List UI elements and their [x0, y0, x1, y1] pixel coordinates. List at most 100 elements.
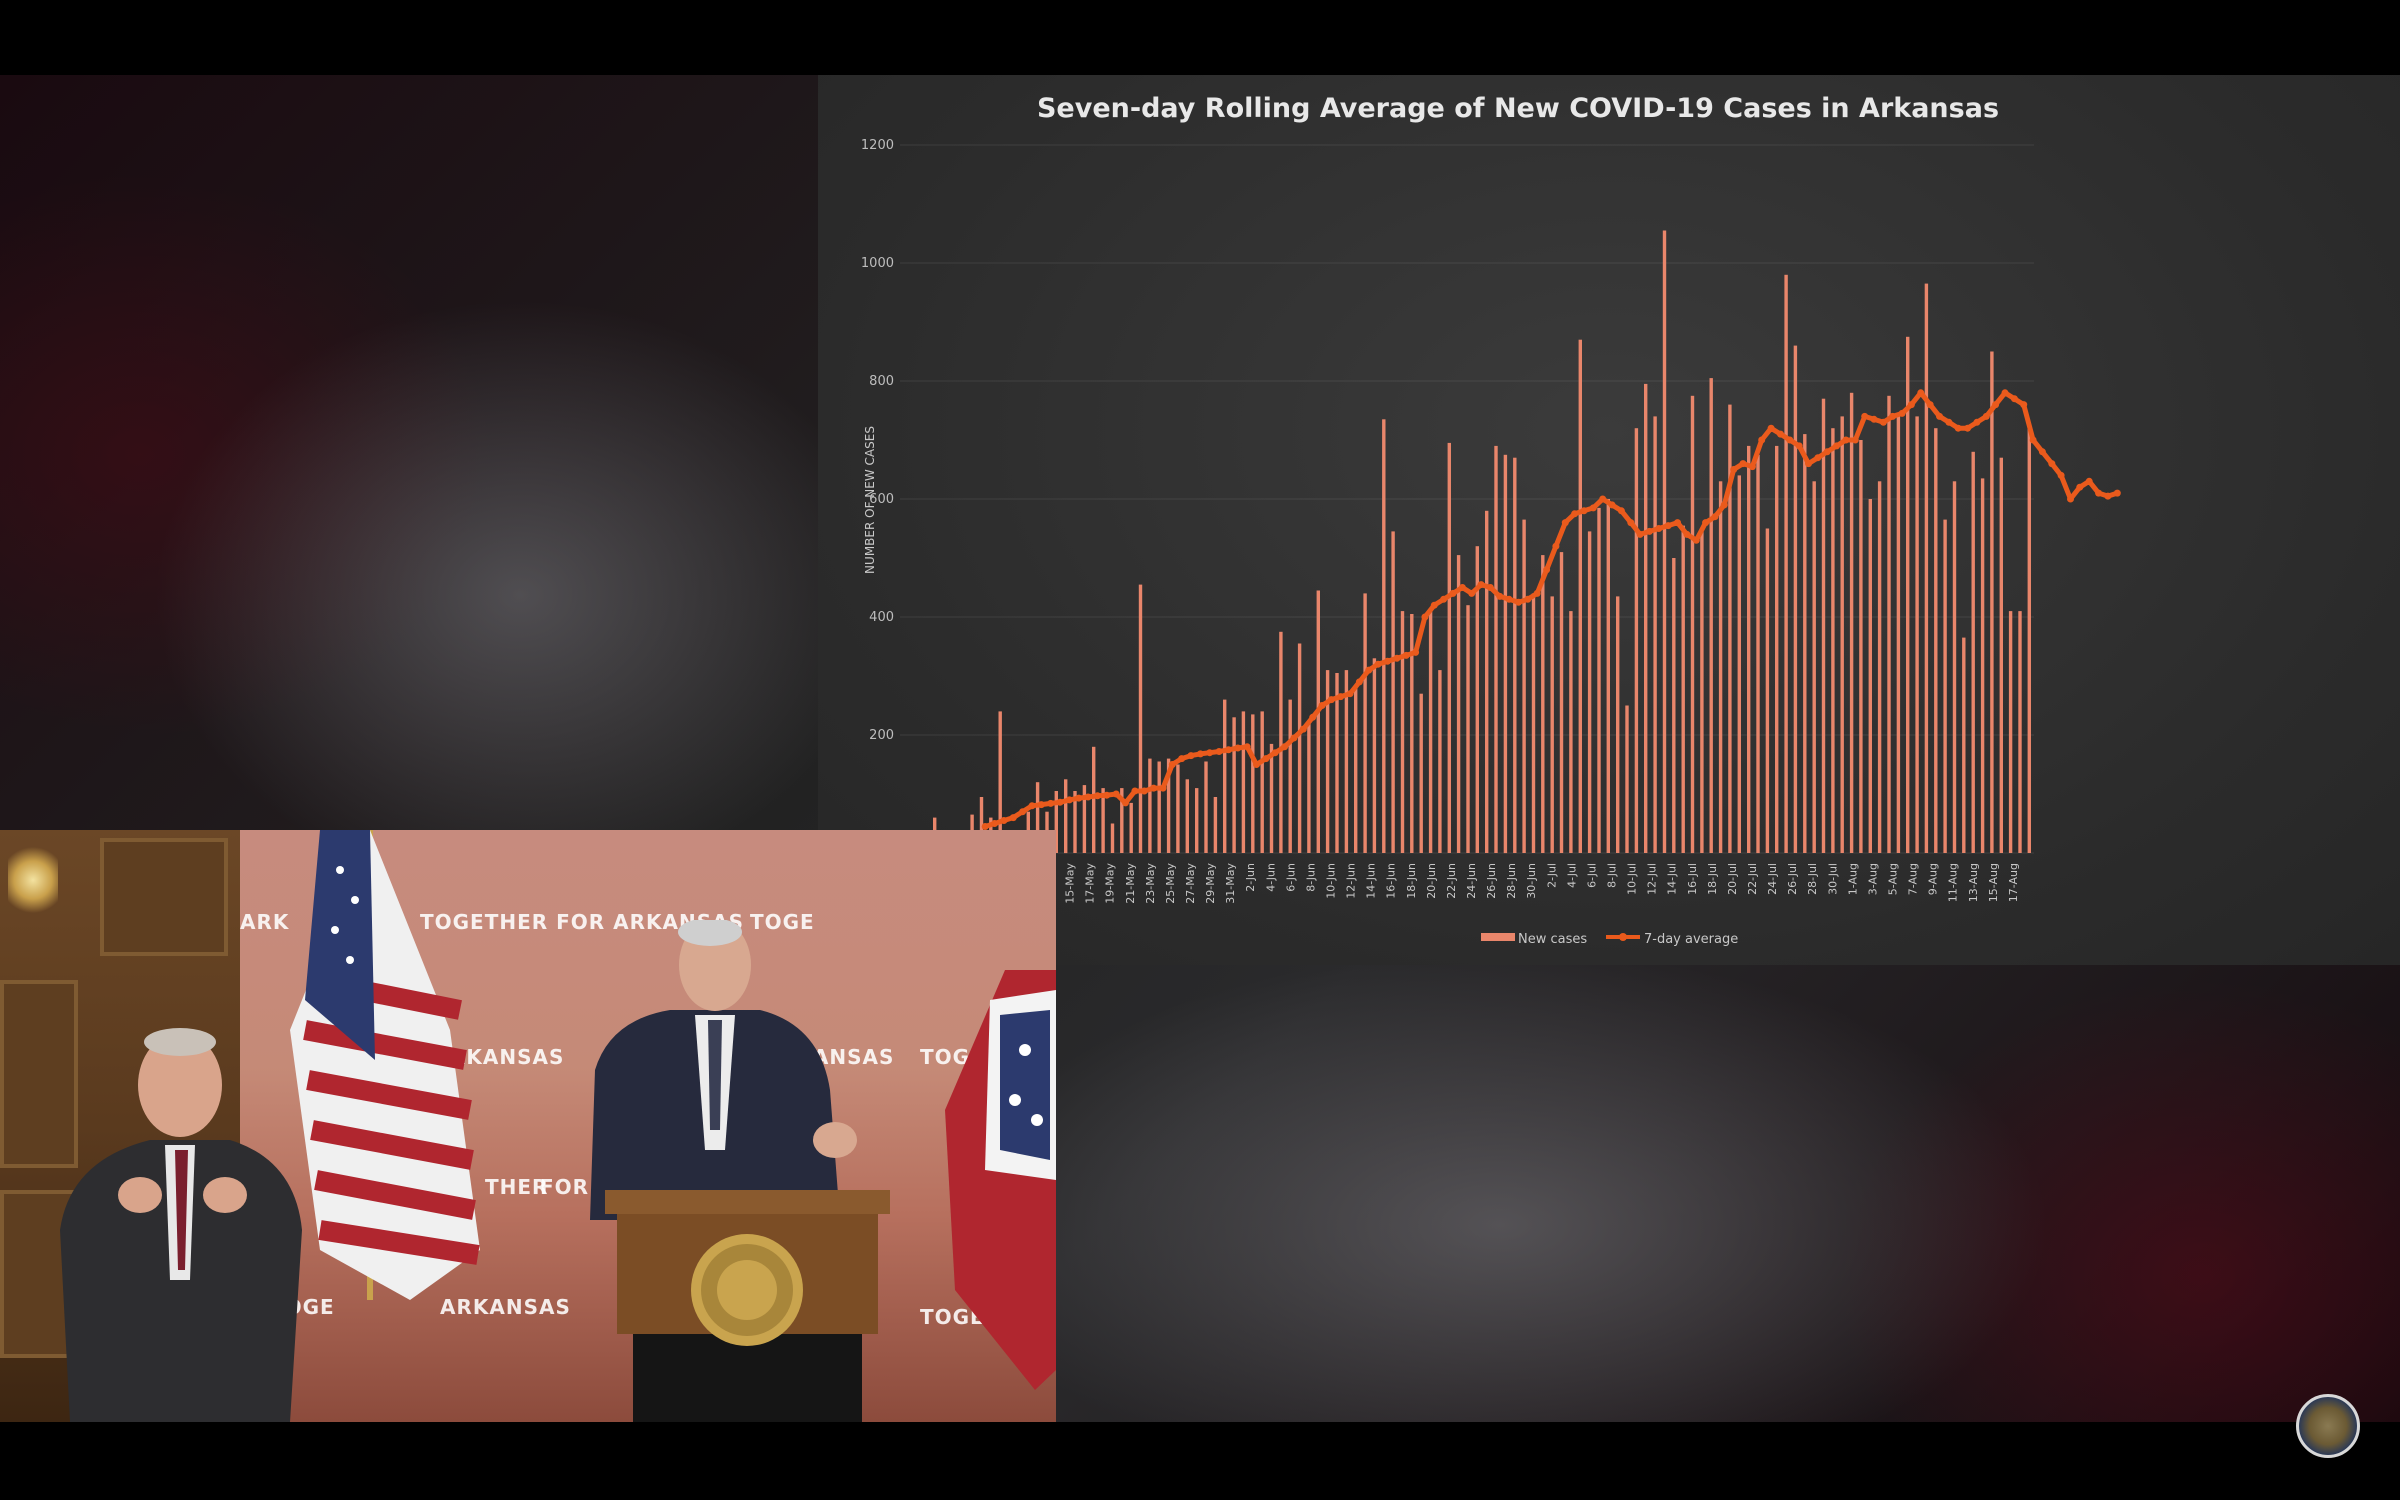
bar-new-cases	[1410, 614, 1414, 853]
wall-panel	[100, 838, 228, 956]
point-7-day-average	[1889, 412, 1897, 420]
point-7-day-average	[1879, 418, 1887, 426]
point-7-day-average	[1982, 412, 1990, 420]
point-7-day-average	[1543, 566, 1551, 574]
point-7-day-average	[1823, 448, 1831, 456]
y-tick-label: 1000	[861, 256, 894, 271]
bar-new-cases	[1269, 743, 1274, 853]
legend-swatch-new-cases	[1481, 933, 1515, 941]
point-7-day-average	[1561, 519, 1569, 527]
point-7-day-average	[1206, 749, 1214, 757]
letterbox-top	[0, 0, 2400, 75]
bar-new-cases	[1335, 673, 1339, 853]
point-7-day-average	[1936, 412, 1943, 420]
x-tick-label: 13-Aug	[1967, 863, 1980, 902]
x-tick-label: 14-Jun	[1365, 863, 1378, 899]
wall-panel	[0, 980, 78, 1168]
x-tick-label: 17-May	[1084, 863, 1097, 904]
x-tick-label: 10-Jul	[1626, 863, 1639, 895]
point-7-day-average	[2067, 495, 2074, 503]
chandelier	[8, 840, 58, 920]
point-7-day-average	[1496, 592, 1504, 600]
point-7-day-average	[1337, 693, 1345, 701]
bar-new-cases	[1681, 525, 1685, 853]
point-7-day-average	[1524, 595, 1532, 603]
x-tick-label: 2-Jul	[1545, 863, 1558, 888]
bar-new-cases	[1662, 230, 1667, 853]
x-tick-label: 26-Jun	[1485, 863, 1498, 899]
point-7-day-average	[1468, 589, 1476, 597]
bar-new-cases	[1887, 395, 1891, 854]
bar-new-cases	[1924, 283, 1929, 854]
point-7-day-average	[1833, 442, 1841, 450]
bar-new-cases	[1952, 481, 1957, 853]
point-7-day-average	[1084, 793, 1092, 801]
bar-new-cases	[1934, 428, 1938, 853]
point-7-day-average	[1599, 495, 1607, 503]
x-tick-label: 21-May	[1124, 863, 1137, 904]
x-tick-label: 9-Aug	[1927, 863, 1940, 895]
bar-new-cases	[1428, 611, 1433, 853]
x-tick-label: 7-Aug	[1907, 863, 1920, 895]
bar-new-cases	[1316, 590, 1320, 853]
point-7-day-average	[1608, 501, 1616, 509]
point-7-day-average	[1730, 466, 1738, 473]
point-7-day-average	[1758, 436, 1766, 444]
bar-new-cases	[1354, 684, 1358, 853]
x-tick-label: 22-Jun	[1445, 863, 1458, 899]
point-7-day-average	[1355, 678, 1363, 686]
bar-new-cases	[1251, 714, 1255, 853]
bar-new-cases	[1129, 802, 1133, 853]
point-7-day-average	[1449, 589, 1457, 597]
point-7-day-average	[1552, 542, 1560, 550]
bar-new-cases	[1915, 416, 1919, 853]
point-7-day-average	[1777, 430, 1784, 438]
bar-new-cases	[1297, 643, 1302, 853]
bar-new-cases	[1896, 416, 1901, 853]
point-7-day-average	[1215, 748, 1223, 755]
bar-new-cases	[1943, 519, 1947, 853]
x-tick-label: 5-Aug	[1887, 863, 1900, 895]
x-tick-label: 8-Jul	[1606, 863, 1619, 888]
point-7-day-average	[1533, 589, 1541, 597]
bar-new-cases	[1569, 611, 1573, 853]
point-7-day-average	[1926, 401, 1934, 409]
bar-new-cases	[1279, 631, 1283, 854]
point-7-day-average	[1907, 401, 1915, 409]
x-tick-label: 28-Jun	[1505, 863, 1518, 899]
bar-new-cases	[998, 711, 1002, 853]
point-7-day-average	[2038, 448, 2046, 456]
legend-marker-7-day-average	[1619, 933, 1627, 941]
y-tick-label: 200	[869, 728, 894, 743]
bar-new-cases	[1765, 528, 1770, 853]
x-tick-label: 6-Jul	[1585, 863, 1598, 888]
bar-new-cases	[1204, 761, 1208, 853]
point-7-day-average	[1159, 784, 1167, 792]
point-7-day-average	[2104, 492, 2112, 500]
point-7-day-average	[1253, 761, 1260, 768]
x-tick-label: 30-Jun	[1525, 863, 1538, 899]
bar-new-cases	[1999, 457, 2003, 853]
bar-new-cases	[1391, 531, 1395, 853]
point-7-day-average	[1636, 530, 1644, 538]
bar-new-cases	[1503, 454, 1508, 854]
bar-new-cases	[1363, 593, 1367, 853]
point-7-day-average	[1748, 463, 1756, 471]
y-axis-label: NUMBER OF NEW CASES	[863, 426, 877, 574]
x-tick-label: 2-Jun	[1244, 863, 1257, 892]
point-7-day-average	[1140, 787, 1148, 795]
x-tick-label: 15-Aug	[1987, 863, 2000, 902]
x-tick-label: 24-Jun	[1465, 863, 1478, 899]
point-7-day-average	[1646, 527, 1653, 535]
x-tick-label: 10-Jun	[1325, 863, 1338, 899]
x-tick-label: 23-May	[1144, 863, 1157, 904]
bar-new-cases	[1092, 746, 1096, 853]
point-7-day-average	[2020, 401, 2028, 409]
point-7-day-average	[1805, 460, 1812, 468]
x-tick-label: 25-May	[1164, 863, 1177, 904]
x-tick-label: 1-Aug	[1846, 863, 1859, 895]
x-tick-label: 20-Jul	[1726, 863, 1739, 895]
bar-new-cases	[1138, 584, 1143, 853]
bar-new-cases	[1718, 481, 1723, 853]
bar-new-cases	[1541, 555, 1545, 853]
